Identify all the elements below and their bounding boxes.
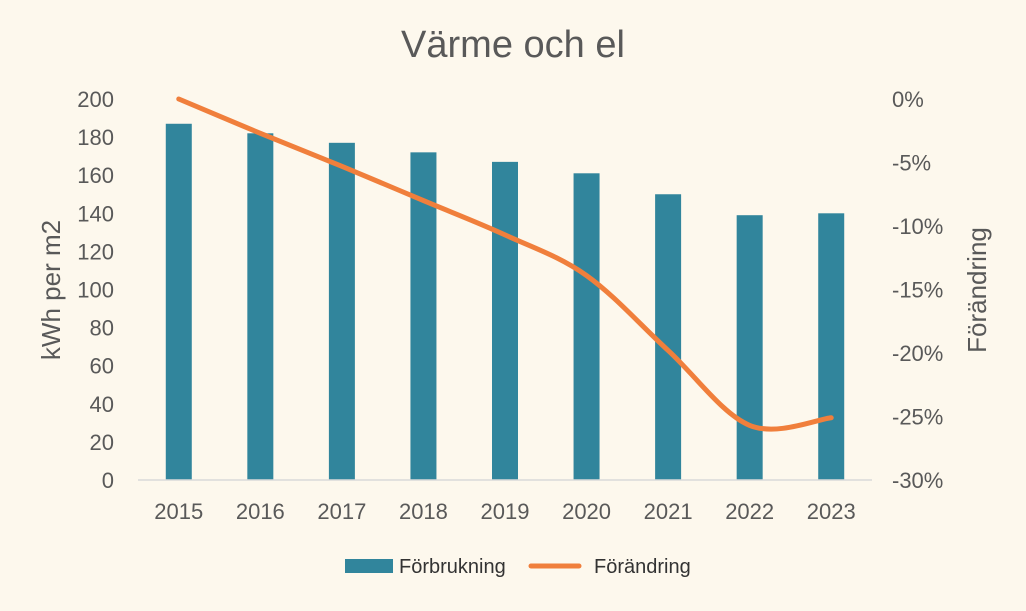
y-left-tick-labels: 0 20 40 60 80 100 120 140 160 180 200 xyxy=(77,87,114,493)
y-left-tick-120: 120 xyxy=(77,239,114,264)
bar-2023 xyxy=(818,213,844,480)
y-right-tick-labels: -30% -25% -20% -15% -10% -5% 0% xyxy=(892,87,943,493)
y-left-tick-200: 200 xyxy=(77,87,114,112)
y-right-tick--20%: -20% xyxy=(892,341,943,366)
bar-2022 xyxy=(737,215,763,480)
bar-2017 xyxy=(329,143,355,480)
y-left-tick-20: 20 xyxy=(90,430,114,455)
bar-2015 xyxy=(166,124,192,480)
y-left-tick-100: 100 xyxy=(77,278,114,303)
y-right-tick--10%: -10% xyxy=(892,214,943,239)
legend: Förbrukning Förändring xyxy=(345,556,691,578)
y-left-tick-80: 80 xyxy=(90,316,114,341)
x-tick-2021: 2021 xyxy=(644,499,693,524)
y-right-axis-label: Förändring xyxy=(962,227,992,353)
y-left-tick-160: 160 xyxy=(77,163,114,188)
legend-swatch-bar xyxy=(345,559,393,573)
bar-2020 xyxy=(574,173,600,480)
y-left-tick-0: 0 xyxy=(102,468,114,493)
y-right-tick--15%: -15% xyxy=(892,278,943,303)
chart-title: Värme och el xyxy=(401,24,625,66)
bar-series-group xyxy=(166,124,844,480)
x-tick-2020: 2020 xyxy=(562,499,611,524)
x-tick-2018: 2018 xyxy=(399,499,448,524)
legend-label-bar: Förbrukning xyxy=(399,556,506,578)
x-tick-2022: 2022 xyxy=(725,499,774,524)
y-left-tick-40: 40 xyxy=(90,392,114,417)
x-tick-2023: 2023 xyxy=(807,499,856,524)
y-right-tick-0%: 0% xyxy=(892,87,924,112)
x-tick-2017: 2017 xyxy=(317,499,366,524)
legend-label-line: Förändring xyxy=(594,556,691,578)
y-left-tick-60: 60 xyxy=(90,354,114,379)
y-right-tick--5%: -5% xyxy=(892,151,931,176)
y-right-tick--30%: -30% xyxy=(892,468,943,493)
x-tick-labels: 2015 2016 2017 2018 2019 2020 2021 2022 2023 xyxy=(154,499,855,524)
y-right-tick--25%: -25% xyxy=(892,405,943,430)
x-tick-2019: 2019 xyxy=(481,499,530,524)
bar-2019 xyxy=(492,162,518,480)
y-left-tick-140: 140 xyxy=(77,201,114,226)
bar-2021 xyxy=(655,194,681,480)
y-left-axis-label: kWh per m2 xyxy=(36,220,66,360)
bar-2016 xyxy=(247,133,273,480)
x-tick-2016: 2016 xyxy=(236,499,285,524)
y-left-tick-180: 180 xyxy=(77,125,114,150)
x-tick-2015: 2015 xyxy=(154,499,203,524)
